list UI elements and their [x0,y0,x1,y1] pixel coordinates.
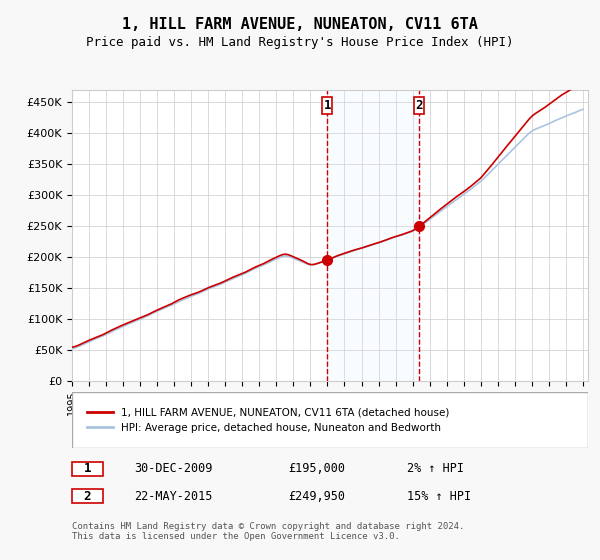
Text: 15% ↑ HPI: 15% ↑ HPI [407,489,472,503]
FancyBboxPatch shape [72,392,588,448]
Bar [327,90,419,381]
Text: 30-DEC-2009: 30-DEC-2009 [134,463,212,475]
Text: £195,000: £195,000 [289,463,346,475]
Legend: 1, HILL FARM AVENUE, NUNEATON, CV11 6TA (detached house), HPI: Average price, de: 1, HILL FARM AVENUE, NUNEATON, CV11 6TA … [82,403,454,437]
Text: 2% ↑ HPI: 2% ↑ HPI [407,463,464,475]
Text: 22-MAY-2015: 22-MAY-2015 [134,489,212,503]
Text: 2: 2 [415,99,423,112]
Text: 2: 2 [84,489,91,503]
Text: £249,950: £249,950 [289,489,346,503]
FancyBboxPatch shape [322,97,332,114]
Text: 1, HILL FARM AVENUE, NUNEATON, CV11 6TA: 1, HILL FARM AVENUE, NUNEATON, CV11 6TA [122,17,478,32]
Text: 1: 1 [323,99,331,112]
FancyBboxPatch shape [72,489,103,503]
FancyBboxPatch shape [72,462,103,476]
Text: Price paid vs. HM Land Registry's House Price Index (HPI): Price paid vs. HM Land Registry's House … [86,36,514,49]
FancyBboxPatch shape [414,97,424,114]
Text: 1: 1 [84,463,91,475]
Text: Contains HM Land Registry data © Crown copyright and database right 2024.
This d: Contains HM Land Registry data © Crown c… [72,522,464,542]
